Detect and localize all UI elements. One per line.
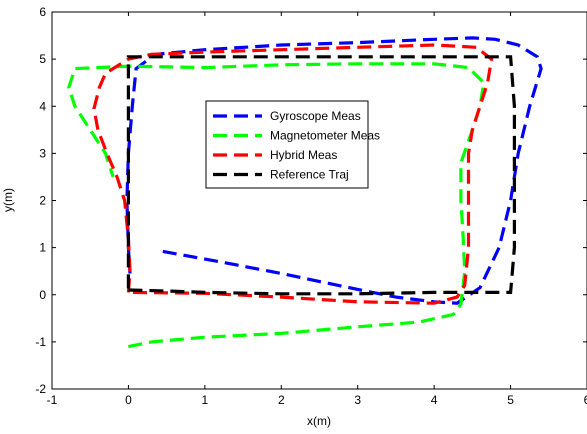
- x-tick-label: 0: [125, 393, 132, 407]
- y-tick-label: 2: [39, 194, 46, 208]
- series-line-gyroscope-meas: [125, 36, 543, 305]
- legend-label: Hybrid Meas: [270, 148, 337, 162]
- y-tick-label: 4: [39, 99, 46, 113]
- y-tick-label: 0: [39, 288, 46, 302]
- legend-label: Reference Traj: [270, 168, 349, 182]
- series-line-reference-traj: [126, 55, 517, 296]
- x-ticks: -1 0 1 2 3 4 5 6: [47, 12, 587, 407]
- y-axis-label: y(m): [1, 188, 15, 212]
- legend-label: Magnetometer Meas: [270, 129, 380, 143]
- x-tick-label: 6: [584, 393, 587, 407]
- x-tick-label: 1: [202, 393, 209, 407]
- y-tick-label: 5: [39, 52, 46, 66]
- legend-box: [205, 100, 369, 189]
- x-tick-label: 4: [431, 393, 438, 407]
- legend: Gyroscope Meas Magnetometer Meas Hybrid Me…: [205, 100, 380, 189]
- x-tick-label: 3: [354, 393, 361, 407]
- x-tick-label: 5: [507, 393, 514, 407]
- x-axis-label: x(m): [307, 414, 331, 428]
- series-line-hybrid-meas: [92, 43, 494, 305]
- legend-label: Gyroscope Meas: [270, 109, 361, 123]
- y-tick-label: 6: [39, 5, 46, 19]
- y-tick-label: -1: [35, 335, 46, 349]
- y-tick-label: 3: [39, 146, 46, 160]
- x-tick-label: -1: [47, 393, 58, 407]
- series-layer: [67, 36, 543, 349]
- y-tick-label: -2: [35, 382, 46, 396]
- y-tick-label: 1: [39, 241, 46, 255]
- x-tick-label: 2: [278, 393, 285, 407]
- y-ticks: -2 -1 0 1 2 3 4 5 6: [35, 5, 587, 396]
- plot-area: [51, 11, 587, 390]
